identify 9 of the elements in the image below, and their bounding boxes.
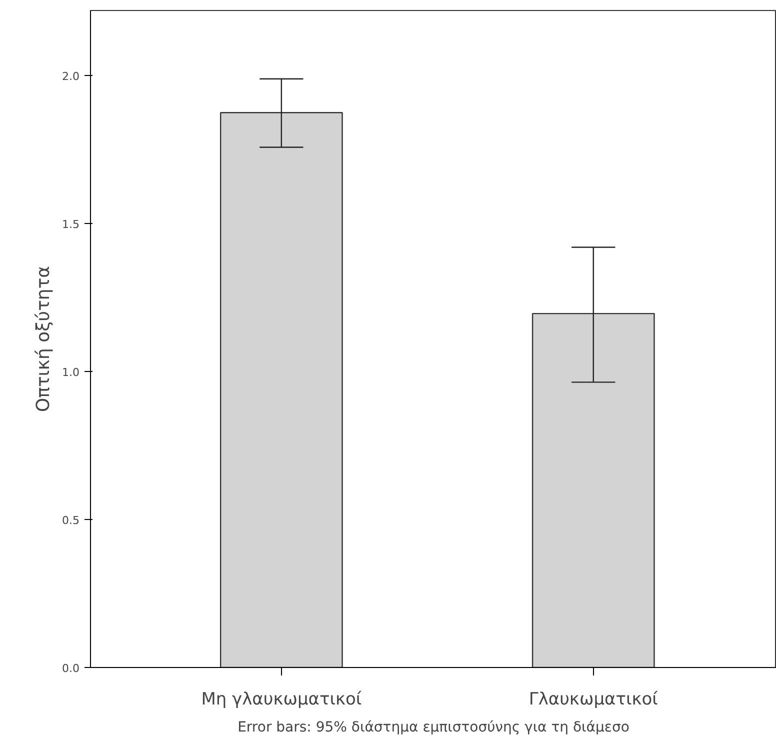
- text: Error bars: 95% διάστημα εμπιστοσύνης για τη διάμεσο: [238, 720, 630, 736]
- y-tick-label: 2.0: [62, 70, 80, 84]
- x-tick-label: Γλαυκωματικοί: [528, 690, 658, 710]
- y-tick-label: 1.5: [62, 218, 80, 232]
- x-tick-label: Μη γλαυκωματικοί: [201, 690, 362, 710]
- y-tick-label: 0.5: [62, 514, 80, 528]
- y-tick-label: 0.0: [62, 662, 80, 675]
- y-tick-label: 1.0: [62, 366, 80, 380]
- y-axis-title: Οπτική οξύτητα: [33, 266, 54, 412]
